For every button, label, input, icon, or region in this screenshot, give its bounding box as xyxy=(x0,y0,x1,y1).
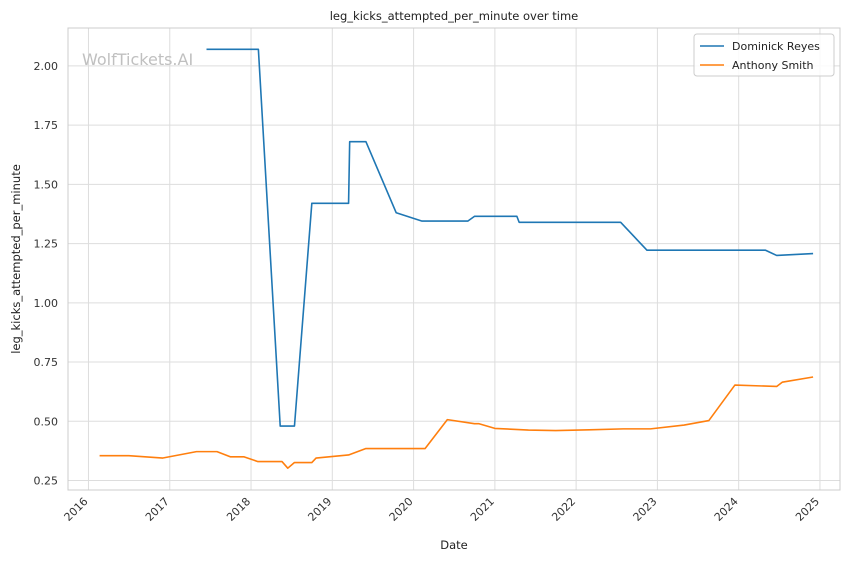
series-lines xyxy=(99,48,814,470)
series-line-anthony-smith xyxy=(99,376,814,470)
y-tick-label: 0.50 xyxy=(34,415,59,428)
y-tick-label: 1.00 xyxy=(34,297,59,310)
legend-box xyxy=(693,33,835,77)
y-tick-label: 1.25 xyxy=(34,238,59,251)
legend-label: Dominick Reyes xyxy=(732,40,820,53)
chart-title: leg_kicks_attempted_per_minute over time xyxy=(330,9,579,23)
y-tick-label: 1.75 xyxy=(34,119,59,132)
watermark-text: WolfTickets.AI xyxy=(82,50,193,69)
plot-frame xyxy=(67,27,841,491)
y-tick-label: 0.25 xyxy=(34,475,59,488)
y-tick-label: 2.00 xyxy=(34,60,59,73)
y-axis-label: leg_kicks_attempted_per_minute xyxy=(9,164,23,354)
series-line-dominick-reyes xyxy=(206,48,814,427)
legend: Dominick Reyes Anthony Smith xyxy=(693,33,835,77)
grid xyxy=(68,28,840,490)
y-tick-label: 0.75 xyxy=(34,356,59,369)
legend-label: Anthony Smith xyxy=(732,59,814,72)
y-tick-label: 1.50 xyxy=(34,178,59,191)
x-axis-label: Date xyxy=(440,538,468,552)
